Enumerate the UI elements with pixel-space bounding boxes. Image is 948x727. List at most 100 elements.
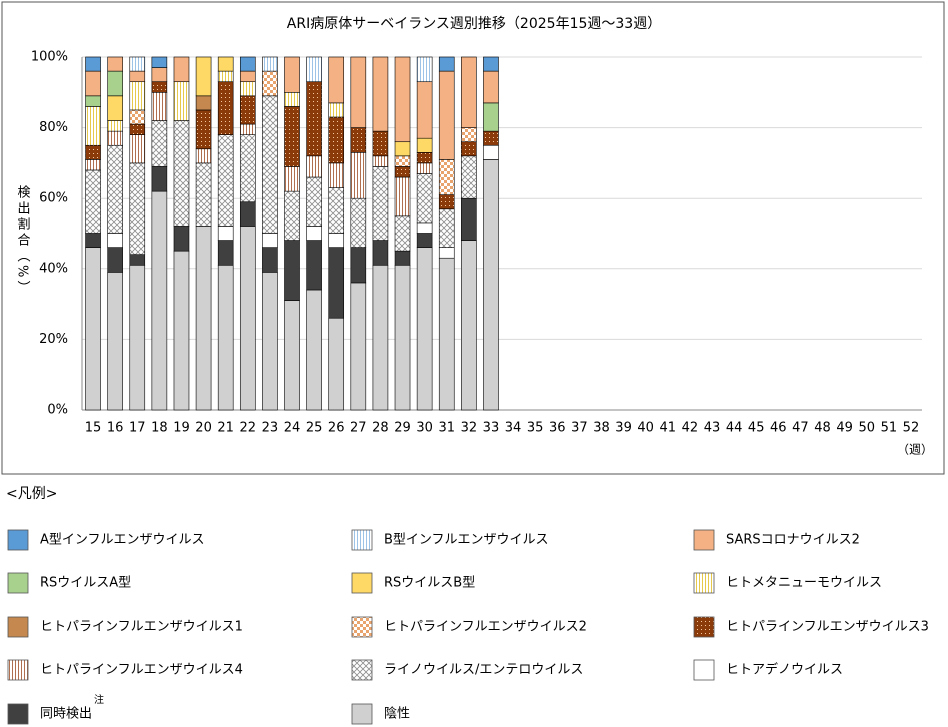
legend-label: ライノウイルス/エンテロウイルス [384, 663, 583, 678]
x-tick-label: 20 [195, 421, 212, 436]
bar-segment [284, 166, 300, 192]
bar-segment [438, 247, 455, 259]
bar-segment [306, 155, 322, 178]
bar-segment [195, 95, 212, 111]
legend-swatch [351, 703, 373, 725]
bar-segment [107, 70, 123, 97]
y-tick-label: 0% [47, 403, 68, 418]
bar-segment [438, 159, 455, 195]
bar-segment [328, 116, 345, 164]
bar-segment [372, 166, 389, 241]
x-tick-label: 51 [881, 421, 898, 436]
bar-segment [306, 289, 322, 411]
x-tick-label: 36 [549, 421, 566, 436]
bar-segment [262, 233, 278, 248]
bar-segment [483, 144, 499, 160]
legend-swatch [351, 659, 373, 681]
legend-swatch [7, 616, 29, 638]
bar-segment [328, 233, 345, 248]
x-tick-label: 26 [328, 421, 345, 436]
bar-segment [306, 56, 322, 83]
bar-segment [461, 141, 477, 157]
bar-segment [129, 56, 146, 72]
bar-segment [372, 264, 389, 411]
legend-label: RSウイルスA型 [40, 576, 131, 591]
bar-segment [239, 70, 256, 83]
legend-title: <凡例> [6, 486, 57, 502]
x-tick-label: 45 [748, 421, 765, 436]
bar-segment [416, 137, 433, 153]
legend-swatch [693, 572, 715, 594]
bar-segment [461, 127, 477, 143]
x-tick-label: 46 [770, 421, 787, 436]
bar-segment [416, 81, 433, 139]
bar-segment [262, 272, 278, 411]
bar-segment [107, 56, 123, 72]
bar-segment [85, 169, 101, 234]
y-axis-label: 検出割合（%） [15, 185, 31, 296]
bar-segment [306, 240, 322, 291]
x-tick-label: 40 [637, 421, 654, 436]
legend-label: ヒトパラインフルエンザウイルス3 [726, 620, 929, 635]
bar-segment [239, 81, 256, 97]
bar-segment [107, 272, 123, 411]
x-tick-label: 48 [814, 421, 831, 436]
legend-swatch [351, 616, 373, 638]
x-tick-label: 30 [416, 421, 433, 436]
x-tick-label: 24 [284, 421, 301, 436]
bar-segment [239, 134, 256, 203]
legend-swatch [693, 616, 715, 638]
bar-segment [394, 141, 411, 157]
bar-segment [438, 56, 455, 72]
x-tick-label: 21 [217, 421, 234, 436]
legend-label: ヒトメタニューモウイルス [726, 576, 882, 591]
bar-segment [129, 264, 146, 411]
bar-segment [85, 247, 101, 411]
bar-segment [284, 300, 300, 411]
bar-segment [85, 159, 101, 171]
x-tick-label: 43 [704, 421, 721, 436]
bar-segment [416, 233, 433, 248]
bar-segment [372, 155, 389, 167]
bar-segment [129, 70, 146, 83]
bar-segment [85, 95, 101, 107]
bar-segment [217, 240, 234, 266]
bar-segment [217, 226, 234, 241]
bar-segment [239, 201, 256, 227]
x-tick-label: 17 [129, 421, 146, 436]
bar-segment [129, 162, 146, 255]
bar-segment [151, 190, 168, 411]
bar-segment [284, 92, 300, 107]
bar-segment [262, 95, 278, 234]
bar-segment [262, 56, 278, 72]
x-tick-label: 15 [85, 421, 102, 436]
bar-segment [416, 173, 433, 224]
legend-swatch [351, 529, 373, 551]
bar-segment [173, 226, 190, 252]
bar-segment [483, 159, 499, 411]
bar-segment [85, 70, 101, 97]
y-tick-label: 80% [39, 120, 68, 135]
bar-segment [107, 130, 123, 146]
bar-segment [262, 70, 278, 97]
x-tick-label: 34 [505, 421, 522, 436]
bar-segment [151, 92, 168, 121]
bar-segment [438, 257, 455, 411]
bar-segment [284, 190, 300, 241]
bar-segment [239, 95, 256, 125]
bar-segment [85, 106, 101, 146]
bar-segment [195, 226, 212, 411]
bar-segment [350, 127, 367, 153]
bar-segment [217, 56, 234, 72]
bar-segment [394, 215, 411, 252]
bar-segment [107, 233, 123, 248]
bar-segment [394, 176, 411, 217]
bar-segment [195, 162, 212, 227]
bar-segment [239, 56, 256, 72]
x-tick-label: 38 [593, 421, 610, 436]
bar-segment [217, 81, 234, 135]
bar-segment [483, 70, 499, 104]
legend-note: 注 [94, 693, 104, 706]
legend-swatch [693, 529, 715, 551]
